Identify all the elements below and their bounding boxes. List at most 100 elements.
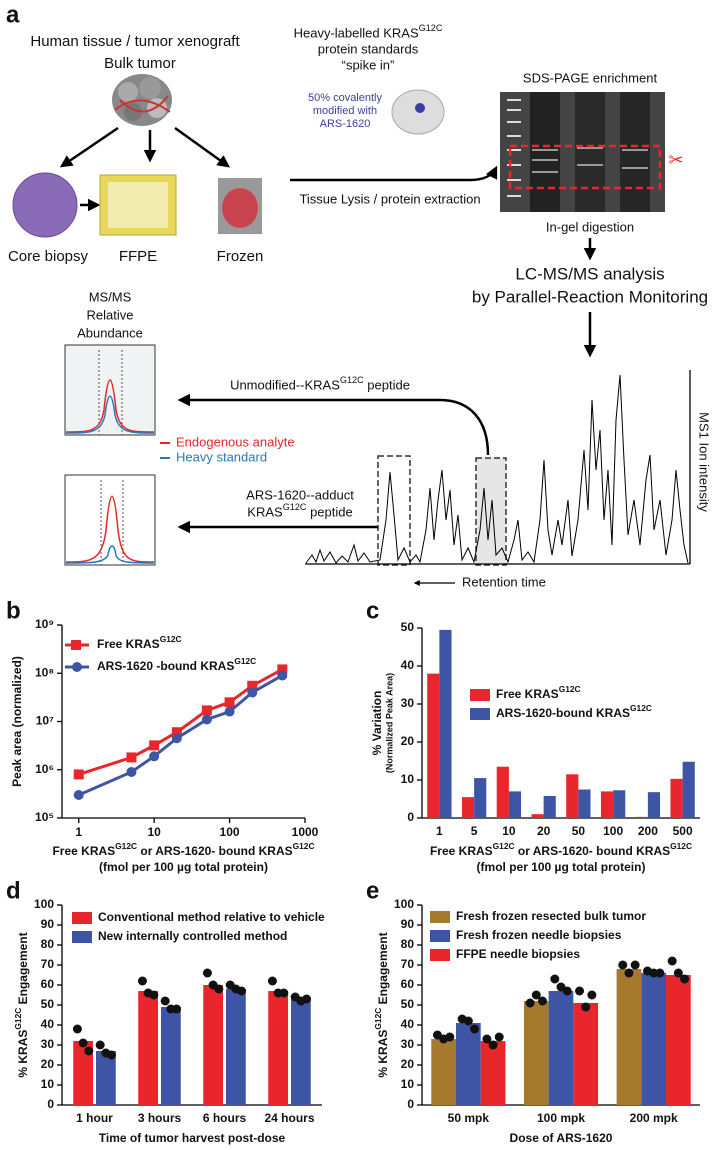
replicate-dot [667, 956, 677, 966]
y-tick-label: 50 [401, 620, 415, 634]
modified-label: 50% covalently [308, 92, 382, 104]
y-tick-label: 30 [401, 696, 415, 710]
y-tick-label: 60 [41, 977, 55, 991]
bar [461, 797, 475, 818]
protein-image [391, 89, 445, 135]
ffpe-image [108, 182, 168, 228]
replicate-dot [78, 1038, 88, 1048]
x-tick-label: 500 [673, 824, 693, 838]
replicate-dot [107, 1050, 117, 1060]
panel-letter: a [6, 1, 20, 28]
replicate-dot [463, 1016, 473, 1026]
highlight-box [377, 455, 411, 566]
legend-swatch [72, 662, 82, 672]
lc-label: LC-MS/MS analysis [515, 264, 664, 283]
x-tick-label: 1 [75, 825, 82, 839]
scissors-icon: ✂ [668, 150, 683, 170]
bar [508, 791, 522, 818]
x-axis-sublabel: (fmol per 100 µg total protein) [99, 860, 268, 874]
x-axis-label: Dose of ARS-1620 [510, 1131, 613, 1145]
legend-label: Fresh frozen needle biopsies [456, 928, 622, 942]
y-tick-label: 40 [401, 658, 415, 672]
legend-label: Endogenous analyte [176, 434, 295, 449]
chromatogram [305, 374, 689, 564]
replicate-dot [149, 990, 159, 1000]
replicate-dot [525, 998, 535, 1008]
replicate-dot [72, 1024, 82, 1034]
y-tick-label: 10⁶ [35, 762, 54, 776]
bar [496, 766, 509, 818]
x-tick-label: 50 mpk [448, 1111, 490, 1125]
digest-label: In-gel digestion [546, 219, 634, 234]
replicate-dot [267, 976, 277, 986]
bar [474, 778, 487, 818]
bar [647, 792, 661, 818]
panel-letter: b [6, 597, 21, 624]
retention-label: Retention time [462, 574, 546, 589]
replicate-dot [214, 984, 224, 994]
y-tick-label: 20 [401, 734, 415, 748]
x-tick-label: 1 [436, 824, 443, 838]
replicate-dot [531, 990, 541, 1000]
bar [573, 1003, 599, 1105]
bar [427, 673, 440, 818]
modified-label: ARS-1620 [320, 118, 371, 130]
marker [247, 687, 258, 698]
x-tick-label: 100 mpk [537, 1111, 585, 1125]
x-tick-label: 24 hours [264, 1111, 314, 1125]
y-tick-label: 20 [401, 1057, 415, 1071]
core-label: Core biopsy [8, 248, 89, 265]
y-tick-label: 50 [401, 997, 415, 1011]
y-tick-label: 20 [41, 1057, 55, 1071]
legend-label: Free KRASG12C [496, 684, 581, 701]
bar [566, 774, 579, 818]
bar [613, 790, 626, 818]
legend-label: FFPE needle biopsies [456, 947, 580, 961]
bar [641, 973, 667, 1105]
y-tick-label: 10 [401, 1077, 415, 1091]
msms-label: Relative [87, 307, 134, 322]
x-axis-label: Free KRASG12C or ARS-1620- bound KRASG12… [430, 841, 692, 858]
marker [171, 727, 182, 738]
y-tick-label: 10⁷ [36, 714, 54, 728]
bar [531, 814, 544, 818]
adduct-label: ARS-1620--adduct [246, 487, 354, 502]
y-tick-label: 70 [401, 957, 415, 971]
bar [523, 1001, 549, 1105]
y-axis-label: % Variation [370, 691, 384, 756]
replicate-dot [630, 960, 640, 970]
legend-label: ARS-1620-bound KRASG12C [496, 703, 652, 720]
chart: c 0 10 20 30 40 50 % Variation (Normalized Peak … [366, 597, 700, 874]
x-tick-label: 100 [220, 825, 240, 839]
sds-label: SDS-PAGE enrichment [523, 70, 658, 85]
replicate-dot [488, 1040, 498, 1050]
bar [226, 989, 246, 1105]
msms-label: Abundance [77, 325, 143, 340]
replicate-dot [494, 1032, 504, 1042]
x-tick-label: 200 [638, 824, 658, 838]
y-tick-label: 80 [41, 937, 55, 951]
x-tick-label: 200 mpk [630, 1111, 678, 1125]
bar [96, 1051, 116, 1105]
legend-swatch [470, 708, 490, 720]
marker [149, 740, 160, 751]
arrow [290, 165, 498, 182]
adduct-label: KRASG12C peptide [247, 502, 352, 519]
replicate-dot [581, 1002, 591, 1012]
legend-label: Heavy standard [176, 449, 267, 464]
y-tick-label: 10 [41, 1077, 55, 1091]
bar [138, 991, 158, 1105]
replicate-dot [202, 968, 212, 978]
y-tick-label: 0 [47, 1097, 54, 1111]
y-tick-label: 40 [41, 1017, 55, 1031]
replicate-dot [279, 988, 289, 998]
panel-letter: e [366, 877, 379, 904]
modified-label: modified with [313, 105, 377, 117]
legend-label: ARS-1620 -bound KRASG12C [97, 656, 256, 673]
y-axis-label: Peak area (normalized) [10, 656, 24, 787]
replicate-dot [575, 986, 585, 996]
replicate-dot [624, 968, 634, 978]
x-tick-label: 10 [147, 825, 161, 839]
chart: e 0 10 20 30 40 50 60 70 80 90 100 % KRASG12C Engage… [366, 877, 700, 1145]
